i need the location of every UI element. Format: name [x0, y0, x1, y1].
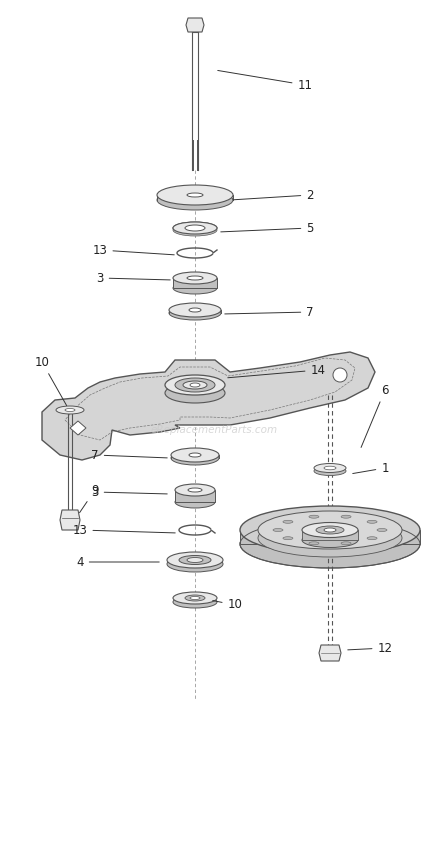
Ellipse shape: [240, 520, 420, 568]
Ellipse shape: [185, 595, 205, 601]
Text: 7: 7: [225, 305, 314, 319]
Text: eReplacementParts.com: eReplacementParts.com: [150, 425, 278, 435]
Ellipse shape: [240, 506, 420, 554]
Ellipse shape: [367, 536, 377, 540]
Ellipse shape: [190, 383, 200, 387]
Ellipse shape: [283, 536, 293, 540]
Ellipse shape: [167, 556, 223, 572]
Text: 3: 3: [96, 271, 170, 285]
Ellipse shape: [165, 383, 225, 403]
Polygon shape: [42, 352, 375, 460]
Ellipse shape: [171, 448, 219, 462]
Polygon shape: [240, 530, 420, 544]
Ellipse shape: [157, 190, 233, 210]
Ellipse shape: [175, 378, 215, 392]
Ellipse shape: [314, 463, 346, 473]
Ellipse shape: [273, 529, 283, 531]
Text: 6: 6: [361, 383, 389, 447]
Ellipse shape: [258, 519, 402, 557]
Ellipse shape: [314, 467, 346, 475]
Ellipse shape: [309, 515, 319, 518]
Polygon shape: [175, 490, 215, 502]
Ellipse shape: [65, 409, 75, 411]
Text: 13: 13: [92, 243, 174, 257]
Ellipse shape: [175, 484, 215, 496]
Text: 2: 2: [233, 189, 314, 201]
Polygon shape: [319, 645, 341, 661]
Ellipse shape: [173, 592, 217, 604]
Ellipse shape: [341, 541, 351, 545]
Ellipse shape: [309, 541, 319, 545]
Text: 10: 10: [35, 355, 67, 405]
Ellipse shape: [187, 558, 203, 563]
Ellipse shape: [324, 528, 336, 532]
Ellipse shape: [173, 222, 217, 234]
Ellipse shape: [341, 515, 351, 518]
Polygon shape: [173, 278, 217, 288]
Ellipse shape: [189, 453, 201, 457]
Ellipse shape: [167, 552, 223, 568]
Ellipse shape: [169, 306, 221, 320]
Ellipse shape: [173, 282, 217, 294]
Text: 11: 11: [218, 71, 312, 92]
Ellipse shape: [175, 496, 215, 508]
Ellipse shape: [258, 511, 402, 549]
Text: 10: 10: [213, 598, 242, 611]
Ellipse shape: [377, 529, 387, 531]
Ellipse shape: [173, 222, 217, 234]
Ellipse shape: [302, 523, 358, 537]
Ellipse shape: [169, 303, 221, 317]
Ellipse shape: [187, 276, 203, 280]
Ellipse shape: [187, 193, 203, 197]
Ellipse shape: [157, 185, 233, 205]
Polygon shape: [186, 18, 204, 32]
Text: 7: 7: [91, 449, 167, 462]
Text: 9: 9: [80, 484, 99, 513]
Ellipse shape: [56, 406, 84, 414]
Ellipse shape: [302, 532, 358, 547]
Circle shape: [333, 368, 347, 382]
Ellipse shape: [324, 466, 336, 470]
Text: 5: 5: [221, 222, 314, 235]
Text: 4: 4: [76, 556, 159, 569]
Ellipse shape: [173, 272, 217, 284]
Text: 13: 13: [73, 524, 175, 536]
Text: 14: 14: [228, 364, 326, 377]
Ellipse shape: [179, 556, 211, 564]
Ellipse shape: [183, 381, 207, 389]
Ellipse shape: [283, 520, 293, 524]
Text: 12: 12: [348, 642, 392, 654]
Ellipse shape: [171, 451, 219, 465]
Ellipse shape: [173, 596, 217, 608]
Ellipse shape: [367, 520, 377, 524]
Polygon shape: [60, 510, 80, 530]
Polygon shape: [302, 530, 358, 540]
Ellipse shape: [185, 225, 205, 231]
Ellipse shape: [173, 224, 217, 236]
Ellipse shape: [190, 597, 200, 599]
Polygon shape: [70, 421, 86, 435]
Ellipse shape: [188, 488, 202, 492]
Text: 1: 1: [353, 462, 389, 474]
Ellipse shape: [189, 308, 201, 312]
Ellipse shape: [316, 526, 344, 534]
Ellipse shape: [165, 375, 225, 395]
Text: 3: 3: [91, 485, 167, 498]
